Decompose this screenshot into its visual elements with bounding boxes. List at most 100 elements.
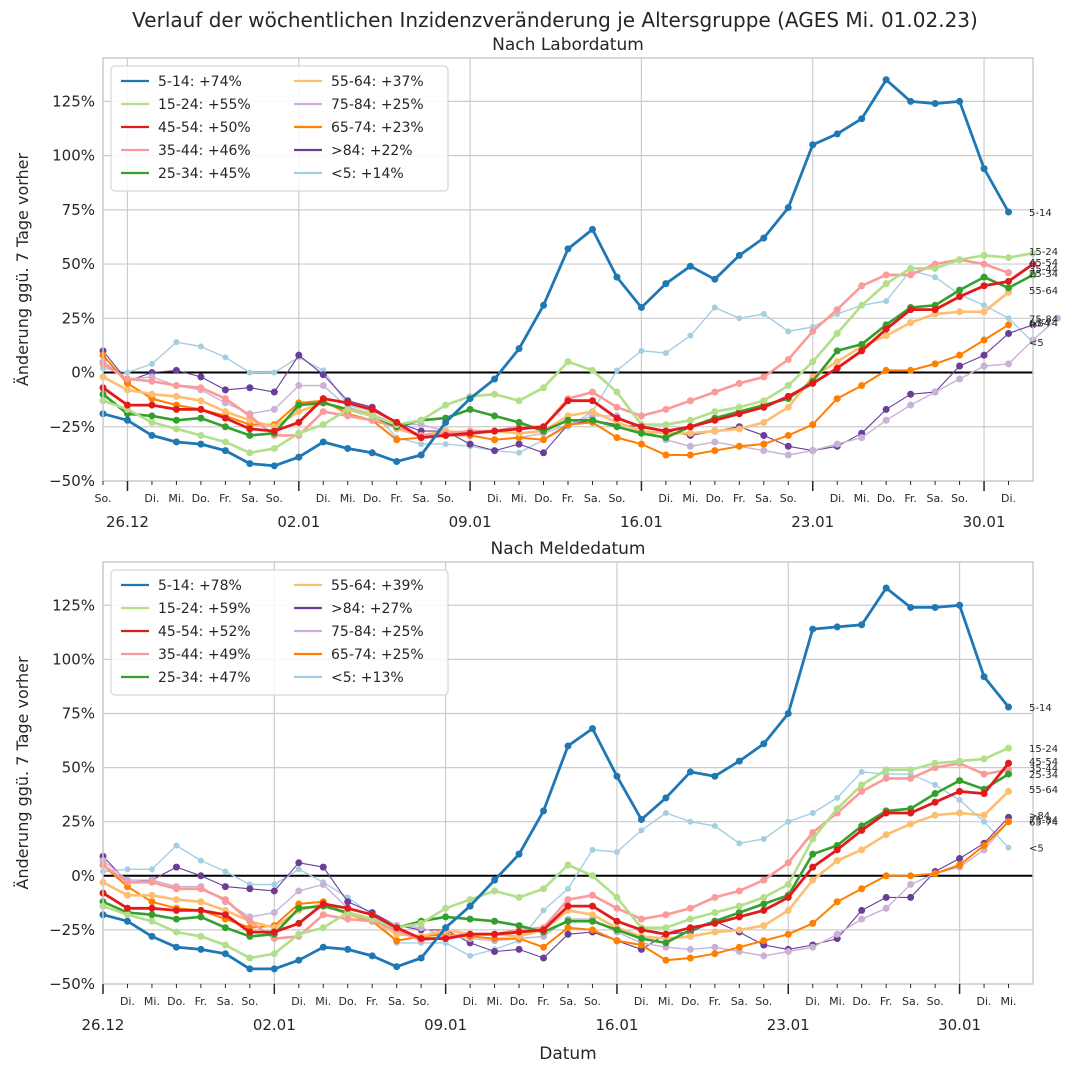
data-point-65-74: [540, 943, 548, 951]
data-point-45-54: [711, 919, 719, 927]
series-end-label: <5: [1029, 844, 1044, 855]
x-major-tick-label: 26.12: [106, 513, 149, 531]
data-point->84: [246, 384, 254, 392]
data-point-5-14: [662, 280, 670, 288]
data-point-25-34: [491, 917, 499, 925]
chart-subtitle: Nach Labordatum: [492, 35, 644, 55]
data-point-65-74: [882, 872, 890, 880]
data-point-55-64: [760, 922, 768, 930]
series-end-label: 35-44: [1029, 264, 1058, 275]
x-minor-tick-label: So.: [413, 995, 430, 1008]
data-point->84: [515, 945, 523, 953]
data-point-35-44: [588, 891, 596, 899]
data-point-45-54: [221, 911, 229, 919]
data-point-45-54: [956, 787, 964, 795]
x-minor-tick-label: Mi.: [1001, 995, 1017, 1008]
data-point-75-84: [833, 930, 841, 938]
data-point-<5: [271, 369, 278, 376]
data-point-75-84: [319, 880, 327, 888]
data-point-65-74: [491, 436, 499, 444]
data-point-25-34: [588, 416, 596, 424]
data-point-5-14: [662, 794, 670, 802]
data-point->84: [491, 948, 499, 956]
data-point-45-54: [197, 405, 205, 413]
legend-entry: 35-44: +46%: [158, 143, 251, 159]
data-point-45-54: [980, 282, 988, 290]
series-line-25-34: [102, 772, 1010, 945]
data-point-<5: [613, 848, 620, 855]
data-point-55-64: [760, 418, 768, 426]
y-tick-label: −50%: [49, 472, 95, 490]
data-point-5-14: [784, 204, 792, 212]
data-point-35-44: [711, 893, 719, 901]
data-point-45-54: [221, 414, 229, 422]
legend-entry: 45-54: +52%: [158, 624, 251, 640]
data-point-5-14: [858, 621, 866, 629]
data-point-5-14: [686, 262, 694, 270]
data-point-75-84: [833, 440, 841, 448]
data-point-35-44: [711, 388, 719, 396]
data-point-35-44: [735, 379, 743, 387]
data-point-55-64: [931, 811, 939, 819]
data-point->84: [491, 447, 499, 455]
data-point-55-64: [588, 408, 596, 416]
data-point-45-54: [393, 418, 401, 426]
data-point-25-34: [858, 340, 866, 348]
y-tick-label: 100%: [52, 650, 95, 668]
y-tick-label: 75%: [62, 704, 95, 722]
x-minor-tick-label: So.: [266, 492, 283, 505]
x-minor-tick-label: Mi.: [829, 995, 845, 1008]
x-minor-tick-label: Mi.: [315, 995, 331, 1008]
data-point-45-54: [833, 364, 841, 372]
data-point-55-64: [907, 820, 915, 828]
data-point-65-74: [393, 436, 401, 444]
data-point-<5: [516, 449, 523, 456]
data-point-15-24: [540, 885, 548, 893]
data-point->84: [784, 442, 792, 450]
data-point-65-74: [686, 954, 694, 962]
legend-box: [110, 569, 449, 696]
data-point-15-24: [491, 390, 499, 398]
data-point-45-54: [515, 928, 523, 936]
data-point-35-44: [613, 403, 621, 411]
data-point-5-14: [491, 876, 499, 884]
data-point-45-54: [735, 410, 743, 418]
data-point->84: [295, 351, 303, 359]
data-point-65-74: [956, 351, 964, 359]
series-end-label: >84: [1029, 811, 1050, 822]
data-point-25-34: [295, 904, 303, 912]
legend-entry: 65-74: +23%: [331, 120, 424, 136]
data-point-15-24: [197, 932, 205, 940]
data-point-65-74: [711, 447, 719, 455]
data-point-25-34: [515, 418, 523, 426]
data-point-65-74: [613, 937, 621, 945]
data-point-55-64: [882, 332, 890, 340]
data-point-5-14: [613, 273, 621, 281]
x-minor-tick-label: Di.: [144, 492, 159, 505]
x-minor-tick-label: Fr.: [733, 492, 746, 505]
data-point-<5: [1005, 315, 1012, 322]
data-point->84: [540, 954, 548, 962]
data-point-45-54: [588, 397, 596, 405]
data-point->84: [882, 405, 890, 413]
x-minor-tick-label: Di.: [805, 995, 820, 1008]
data-point-35-44: [148, 878, 156, 886]
x-minor-tick-label: Di.: [487, 492, 502, 505]
x-minor-tick-label: Do.: [363, 492, 382, 505]
series-end-label: 25-34: [1029, 770, 1058, 781]
data-point->84: [197, 872, 205, 880]
data-point-65-74: [662, 451, 670, 459]
data-point-5-14: [221, 950, 229, 958]
data-point-15-24: [148, 917, 156, 925]
data-point-5-14: [515, 850, 523, 858]
data-point-45-54: [735, 913, 743, 921]
data-point-55-64: [735, 926, 743, 934]
data-point-15-24: [515, 893, 523, 901]
data-point-55-64: [956, 308, 964, 316]
legend-entry: 25-34: +45%: [158, 166, 251, 182]
data-point-<5: [271, 881, 278, 888]
x-minor-tick-label: Do.: [338, 995, 357, 1008]
data-point-75-84: [980, 362, 988, 370]
series-end-label: 45-54: [1029, 757, 1058, 768]
